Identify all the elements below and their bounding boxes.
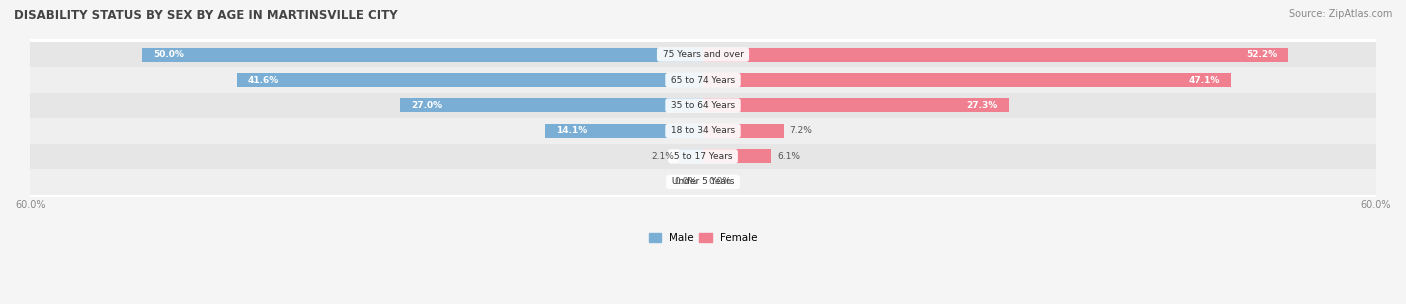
Text: Under 5 Years: Under 5 Years xyxy=(669,177,737,186)
Text: 65 to 74 Years: 65 to 74 Years xyxy=(668,75,738,85)
Text: 7.2%: 7.2% xyxy=(789,126,813,135)
Bar xyxy=(546,124,703,138)
Bar xyxy=(703,149,772,163)
Bar xyxy=(703,73,1232,87)
Text: 2.1%: 2.1% xyxy=(651,152,673,161)
Bar xyxy=(679,149,703,163)
Text: DISABILITY STATUS BY SEX BY AGE IN MARTINSVILLE CITY: DISABILITY STATUS BY SEX BY AGE IN MARTI… xyxy=(14,9,398,22)
Text: 5 to 17 Years: 5 to 17 Years xyxy=(671,152,735,161)
Text: Source: ZipAtlas.com: Source: ZipAtlas.com xyxy=(1288,9,1392,19)
Text: 35 to 64 Years: 35 to 64 Years xyxy=(668,101,738,110)
Text: 41.6%: 41.6% xyxy=(247,75,278,85)
Bar xyxy=(31,42,1375,67)
Bar xyxy=(703,124,783,138)
Bar xyxy=(31,144,1375,169)
Bar xyxy=(703,48,1288,62)
Bar xyxy=(31,67,1375,93)
Bar xyxy=(31,118,1375,144)
Text: 6.1%: 6.1% xyxy=(778,152,800,161)
Bar xyxy=(236,73,703,87)
Text: 0.0%: 0.0% xyxy=(709,177,731,186)
Bar xyxy=(142,48,703,62)
Text: 14.1%: 14.1% xyxy=(557,126,588,135)
Text: 18 to 34 Years: 18 to 34 Years xyxy=(668,126,738,135)
Text: 75 Years and over: 75 Years and over xyxy=(659,50,747,59)
Text: 47.1%: 47.1% xyxy=(1188,75,1220,85)
Text: 27.3%: 27.3% xyxy=(967,101,998,110)
Bar xyxy=(31,93,1375,118)
Text: 52.2%: 52.2% xyxy=(1246,50,1277,59)
Text: 0.0%: 0.0% xyxy=(675,177,697,186)
Bar xyxy=(401,98,703,112)
Legend: Male, Female: Male, Female xyxy=(644,229,762,247)
Text: 50.0%: 50.0% xyxy=(153,50,184,59)
Bar xyxy=(31,169,1375,195)
Bar xyxy=(703,98,1010,112)
Text: 27.0%: 27.0% xyxy=(412,101,443,110)
